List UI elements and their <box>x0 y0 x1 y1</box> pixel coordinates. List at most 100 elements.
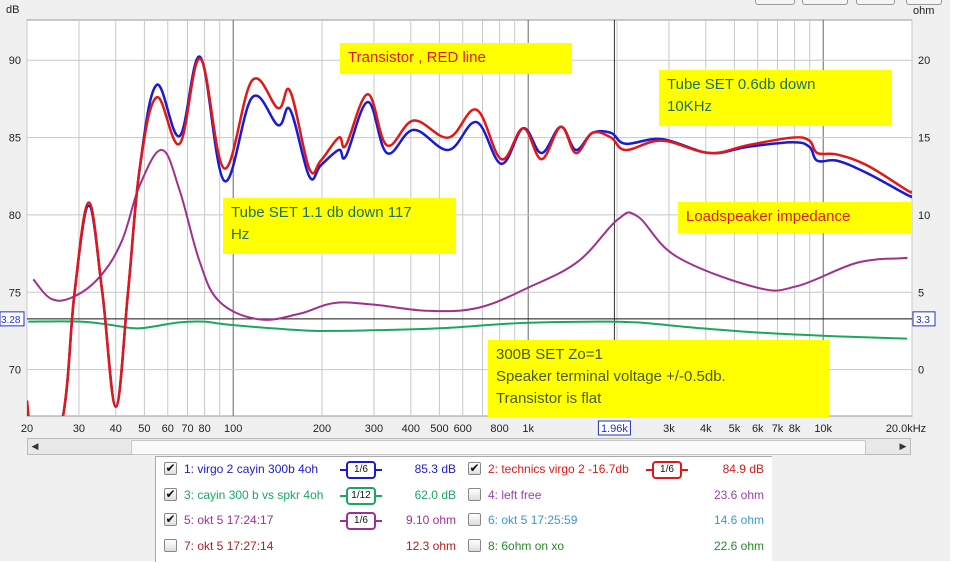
x-tick-label: 70 <box>181 423 193 435</box>
legend-label: 4: left free <box>488 487 542 502</box>
toolbar-button[interactable] <box>755 0 795 5</box>
level-right-label: 3.3 <box>916 315 930 326</box>
smoothing-badge[interactable]: 1/6 <box>646 461 688 479</box>
legend-checkbox[interactable] <box>468 487 481 501</box>
right-tick-label: 0 <box>918 365 924 377</box>
legend-label: 8: 6ohm on xo <box>488 538 565 553</box>
legend-value: 22.6 ohm <box>713 538 764 553</box>
left-axis-unit: dB <box>6 4 20 16</box>
legend-value: 62.0 dB <box>414 487 456 502</box>
legend-item: 7: okt 5 17:27:14 12.3 ohm <box>164 535 464 557</box>
x-tick-label: 8k <box>789 423 801 435</box>
toolbar-button[interactable] <box>906 0 942 5</box>
legend-value: 84.9 dB <box>722 462 764 476</box>
legend-checkbox[interactable] <box>164 538 177 552</box>
x-tick-label: 7k <box>772 423 784 435</box>
right-tick-label: 10 <box>918 210 930 222</box>
annotation-text: Transistor , RED line <box>348 49 486 66</box>
x-tick-label: 100 <box>224 423 242 435</box>
legend-checkbox[interactable] <box>468 513 481 526</box>
annotation-text: Speaker terminal voltage +/-0.5db. <box>496 368 726 385</box>
legend-panel: ✔ 1: virgo 2 cayin 300b 4oh 1/6 85.3 dB ✔… <box>155 456 772 562</box>
annotation-text: Hz <box>231 226 250 243</box>
legend-value: 14.6 ohm <box>713 513 764 527</box>
x-tick-label: 800 <box>490 423 508 435</box>
legend-label: 3: cayin 300 b vs spkr 4oh <box>184 487 324 502</box>
annotation-tube-lf: Tube SET 1.1 db down 117 Hz <box>223 198 456 254</box>
annotation-zo: 300B SET Zo=1 Speaker terminal voltage +/… <box>488 340 829 418</box>
annotation-text: Loadspeaker impedance <box>686 208 851 225</box>
x-tick-label: 30 <box>73 423 85 435</box>
curves <box>27 55 912 416</box>
legend-label: 2: technics virgo 2 -16.7db <box>488 462 629 476</box>
x-tick-label: 6k <box>752 423 764 435</box>
legend-item: ✔ 1: virgo 2 cayin 300b 4oh 1/6 85.3 dB <box>164 458 464 480</box>
legend-item: 8: 6ohm on xo 22.6 ohm <box>468 535 768 557</box>
x-tick-label: 40 <box>110 423 122 435</box>
cursor-x-label: 1.96k <box>601 423 628 435</box>
x-tick-label: 3k <box>663 423 675 435</box>
legend-checkbox[interactable]: ✔ <box>164 486 177 501</box>
x-tick-label: 500 <box>430 423 448 435</box>
smoothing-label: 1/6 <box>660 464 674 475</box>
x-tick-label: 400 <box>402 423 420 435</box>
x-tick-label: 20.0kHz <box>886 423 926 435</box>
smoothing-label: 1/6 <box>354 464 368 475</box>
cursor-x-box <box>597 420 631 436</box>
right-tick-label: 5 <box>918 287 924 299</box>
legend-label: 5: okt 5 17:24:17 <box>184 513 274 527</box>
scrollbar-thumb[interactable] <box>131 440 866 455</box>
smoothing-badge[interactable]: 1/12 <box>340 486 382 505</box>
legend-value: 12.3 ohm <box>405 538 456 553</box>
left-tick-label: 75 <box>9 287 21 299</box>
x-tick-label: 200 <box>313 423 331 435</box>
legend-item: 6: okt 5 17:25:59 14.6 ohm <box>468 509 768 531</box>
level-right-box <box>912 311 936 327</box>
legend-checkbox[interactable]: ✔ <box>164 512 177 526</box>
x-tick-label: 5k <box>729 423 741 435</box>
annotation-text: 10KHz <box>667 98 713 115</box>
left-tick-label: 90 <box>9 55 21 67</box>
left-tick-label: 70 <box>9 365 21 377</box>
smoothing-badge[interactable]: 1/6 <box>340 461 382 479</box>
annotation-text: Transistor is flat <box>496 390 602 407</box>
annotation-text: Tube SET 0.6db down <box>667 76 816 93</box>
x-tick-label: 50 <box>138 423 150 435</box>
x-tick-label: 4k <box>700 423 712 435</box>
legend-item: ✔ 3: cayin 300 b vs spkr 4oh 1/12 62.0 d… <box>164 484 464 506</box>
x-tick-label: 300 <box>365 423 383 435</box>
toolbar-button[interactable] <box>802 0 848 5</box>
legend-checkbox[interactable] <box>468 538 481 552</box>
annotation-impedance: Loadspeaker impedance <box>678 202 912 233</box>
x-tick-label: 10k <box>814 423 832 435</box>
right-tick-label: 15 <box>918 133 930 145</box>
smoothing-label: 1/12 <box>351 489 371 501</box>
level-left-label: 3.28 <box>1 315 21 326</box>
scroll-left-arrow-icon[interactable]: ◀ <box>31 441 39 451</box>
series-line-5 <box>32 148 909 321</box>
legend-item: ✔ 2: technics virgo 2 -16.7db 1/6 84.9 d… <box>468 458 768 480</box>
annotation-transistor: Transistor , RED line <box>340 43 572 74</box>
legend-checkbox[interactable]: ✔ <box>164 461 177 475</box>
left-tick-label: 80 <box>9 210 21 222</box>
scroll-right-arrow-icon[interactable]: ▶ <box>899 441 907 451</box>
annotation-text: 300B SET Zo=1 <box>496 346 603 363</box>
legend-label: 1: virgo 2 cayin 300b 4oh <box>184 462 319 476</box>
x-tick-label: 20 <box>21 423 33 435</box>
x-tick-label: 60 <box>162 423 174 435</box>
x-tick-label: 1k <box>522 423 534 435</box>
legend-checkbox[interactable]: ✔ <box>468 461 481 475</box>
level-left-box <box>0 311 25 327</box>
legend-label: 7: okt 5 17:27:14 <box>184 538 274 553</box>
smoothing-badge[interactable]: 1/6 <box>340 512 382 530</box>
legend-value: 9.10 ohm <box>405 513 456 527</box>
right-axis-unit: ohm <box>913 5 935 17</box>
annotation-text: Tube SET 1.1 db down 117 <box>231 204 412 221</box>
series-line-2 <box>27 57 912 416</box>
toolbar-button[interactable] <box>856 0 895 5</box>
left-tick-label: 85 <box>9 133 21 145</box>
right-tick-label: 20 <box>918 55 930 67</box>
legend-value: 23.6 ohm <box>713 487 764 502</box>
horizontal-scrollbar[interactable]: ◀ ▶ <box>27 438 911 455</box>
annotation-tube-hf: Tube SET 0.6db down 10KHz <box>659 70 892 126</box>
